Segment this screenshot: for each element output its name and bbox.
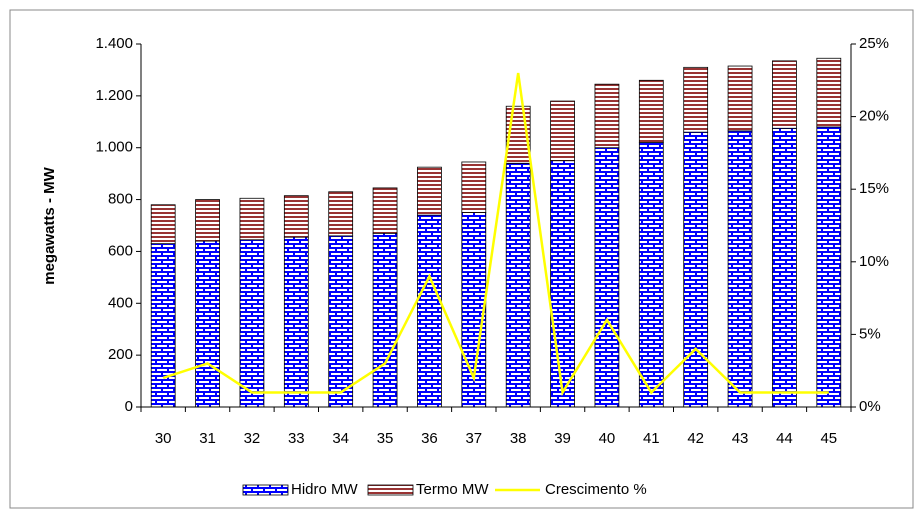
bar	[417, 166, 442, 216]
bar	[638, 142, 664, 408]
x-tick-label: 37	[465, 430, 482, 447]
bar	[150, 243, 176, 408]
legend-label: Hidro MW	[291, 481, 359, 498]
y2-tick-label: 25%	[859, 35, 889, 52]
bar	[150, 204, 176, 245]
legend-label: Crescimento %	[545, 481, 647, 498]
bar	[328, 235, 354, 408]
x-tick-label: 30	[155, 430, 172, 447]
x-tick-label: 39	[554, 430, 571, 447]
bar	[772, 60, 797, 129]
legend-swatch	[367, 484, 414, 496]
bar	[683, 66, 709, 133]
x-tick-label: 33	[288, 430, 305, 447]
bar	[283, 195, 309, 238]
y-tick-label: 1.200	[95, 87, 133, 104]
bar	[727, 65, 753, 132]
x-tick-label: 32	[244, 430, 261, 447]
bar	[461, 161, 487, 213]
y-axis-label: megawatts - MW	[41, 166, 58, 284]
x-tick-label: 43	[732, 430, 749, 447]
x-tick-label: 40	[599, 430, 616, 447]
y-tick-label: 800	[108, 191, 133, 208]
bar	[816, 57, 842, 128]
y2-tick-label: 10%	[859, 253, 889, 270]
y-tick-label: 1.000	[95, 139, 133, 156]
bar	[372, 232, 398, 408]
y2-tick-label: 20%	[859, 108, 889, 125]
bar	[328, 191, 354, 237]
bar	[372, 187, 398, 234]
bar	[195, 240, 220, 408]
x-tick-label: 34	[332, 430, 349, 447]
bar	[594, 83, 620, 149]
x-tick-label: 35	[377, 430, 394, 447]
bar	[550, 100, 575, 162]
y-tick-label: 0	[125, 398, 133, 415]
bar	[417, 214, 442, 408]
x-tick-label: 45	[820, 430, 837, 447]
y2-tick-label: 0%	[859, 398, 881, 415]
legend-label: Termo MW	[416, 481, 489, 498]
line-series	[162, 72, 829, 397]
x-tick-label: 38	[510, 430, 527, 447]
x-tick-label: 31	[199, 430, 216, 447]
bar	[594, 147, 620, 408]
y-tick-label: 1.400	[95, 35, 133, 52]
bar	[239, 239, 265, 408]
bar	[638, 79, 664, 143]
bar	[283, 236, 309, 408]
bar	[683, 131, 709, 408]
legend-swatch	[242, 484, 289, 496]
bar	[505, 162, 531, 408]
bar	[195, 199, 220, 242]
x-tick-label: 41	[643, 430, 660, 447]
y2-tick-label: 15%	[859, 180, 889, 197]
bar	[816, 126, 842, 408]
y2-tick-label: 5%	[859, 325, 881, 342]
y-tick-label: 200	[108, 346, 133, 363]
y-tick-label: 400	[108, 294, 133, 311]
x-tick-label: 36	[421, 430, 438, 447]
bar	[239, 197, 265, 241]
bar	[727, 130, 753, 408]
x-tick-label: 44	[776, 430, 793, 447]
y-tick-label: 600	[108, 242, 133, 259]
bar	[550, 160, 575, 408]
bar	[772, 127, 797, 408]
x-tick-label: 42	[687, 430, 704, 447]
